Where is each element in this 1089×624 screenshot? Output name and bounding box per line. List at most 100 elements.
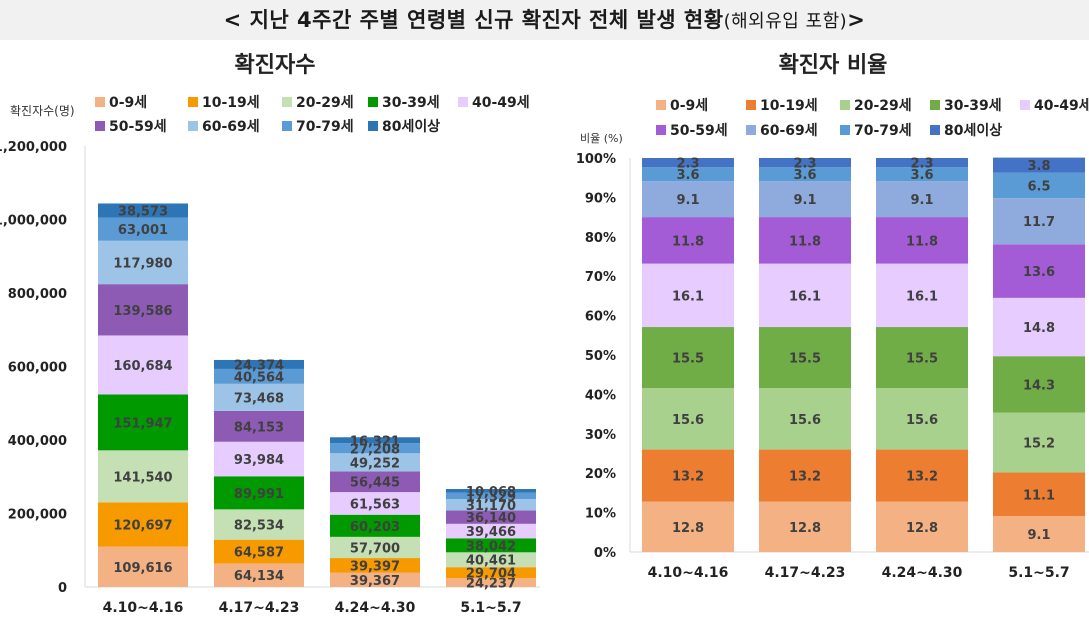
data-label-60-69-4-24-4-30: 9.1 bbox=[910, 193, 933, 208]
bar-50-59-4-24-4-30 bbox=[330, 471, 420, 493]
data-label-70-79-4-10-4-16: 63,001 bbox=[118, 223, 168, 238]
legend-swatch-50-59 bbox=[656, 125, 666, 135]
data-label-70-79-4-17-4-23: 3.6 bbox=[793, 168, 816, 183]
bar-50-59-5-1-5-7 bbox=[446, 510, 536, 524]
bar-10-19-5-1-5-7 bbox=[993, 472, 1085, 517]
legend-label-30-39: 30-39세 bbox=[944, 98, 1002, 114]
bar-20-29-4-10-4-16 bbox=[642, 388, 734, 450]
bar-50-59-4-24-4-30 bbox=[876, 217, 968, 264]
bar-10-19-4-17-4-23 bbox=[214, 539, 304, 564]
y-tick-label: 80% bbox=[585, 231, 616, 246]
data-label-60-69-5-1-5-7: 31,170 bbox=[466, 499, 516, 514]
y-axis-label: 확진자수(명) bbox=[10, 104, 75, 118]
legend-swatch-0-9 bbox=[656, 100, 666, 110]
y-tick-label: 50% bbox=[585, 349, 616, 364]
bar-70-79-4-24-4-30 bbox=[330, 443, 420, 454]
x-tick-label-4-17-4-23: 4.17~4.23 bbox=[765, 565, 846, 581]
legend-label-40-49: 40-49세 bbox=[472, 95, 530, 111]
data-label-10-19-4-24-4-30: 39,397 bbox=[350, 559, 400, 574]
data-label-30-39-5-1-5-7: 14.3 bbox=[1023, 378, 1055, 393]
bar-40-49-4-24-4-30 bbox=[330, 492, 420, 515]
bar-20-29-4-24-4-30 bbox=[876, 388, 968, 450]
bar-70-79-4-17-4-23 bbox=[214, 368, 304, 384]
bar-60-69-4-17-4-23 bbox=[759, 181, 851, 218]
legend-swatch-0-9 bbox=[95, 97, 105, 107]
y-tick-label: 60% bbox=[585, 310, 616, 325]
bar-10-19-4-10-4-16 bbox=[642, 449, 734, 502]
y-tick-label: 800,000 bbox=[8, 287, 67, 302]
chart-title: 확진자수 bbox=[235, 53, 316, 78]
bar-80plus-5-1-5-7 bbox=[446, 489, 536, 493]
data-label-10-19-5-1-5-7: 11.1 bbox=[1023, 488, 1055, 503]
bar-50-59-4-17-4-23 bbox=[759, 217, 851, 264]
data-label-80plus-4-10-4-16: 38,573 bbox=[118, 205, 168, 220]
data-label-0-9-4-10-4-16: 12.8 bbox=[672, 521, 704, 536]
bar-30-39-4-10-4-16 bbox=[98, 394, 188, 451]
bar-30-39-5-1-5-7 bbox=[446, 538, 536, 553]
legend-label-40-49: 40-49세 bbox=[1034, 98, 1089, 114]
data-label-40-49-5-1-5-7: 14.8 bbox=[1023, 321, 1055, 336]
x-tick-label-4-24-4-30: 4.24~4.30 bbox=[882, 565, 963, 581]
y-tick-label: 70% bbox=[585, 270, 616, 285]
data-label-10-19-4-10-4-16: 13.2 bbox=[672, 470, 704, 485]
data-label-50-59-4-17-4-23: 11.8 bbox=[789, 234, 821, 249]
legend-label-0-9: 0-9세 bbox=[109, 95, 147, 111]
bar-0-9-4-24-4-30 bbox=[330, 572, 420, 587]
data-label-40-49-5-1-5-7: 39,466 bbox=[466, 525, 516, 540]
bar-40-49-5-1-5-7 bbox=[993, 297, 1085, 357]
data-label-70-79-5-1-5-7: 17,329 bbox=[466, 490, 516, 505]
bar-50-59-4-10-4-16 bbox=[642, 217, 734, 264]
legend-label-80plus: 80세이상 bbox=[382, 118, 440, 135]
bar-80plus-4-24-4-30 bbox=[330, 437, 420, 444]
legend-label-10-19: 10-19세 bbox=[760, 98, 818, 114]
y-tick-label: 600,000 bbox=[8, 361, 67, 376]
data-label-60-69-4-10-4-16: 9.1 bbox=[676, 193, 699, 208]
bar-80plus-5-1-5-7 bbox=[993, 157, 1085, 173]
bar-30-39-4-24-4-30 bbox=[876, 327, 968, 389]
bar-10-19-4-10-4-16 bbox=[98, 502, 188, 547]
data-label-70-79-4-24-4-30: 3.6 bbox=[910, 168, 933, 183]
bar-50-59-4-17-4-23 bbox=[214, 410, 304, 442]
data-label-10-19-5-1-5-7: 29,704 bbox=[466, 567, 516, 582]
y-axis-label: 비율 (%) bbox=[580, 132, 623, 145]
bar-80plus-4-17-4-23 bbox=[214, 359, 304, 369]
legend-label-60-69: 60-69세 bbox=[202, 119, 260, 135]
legend-swatch-30-39 bbox=[930, 100, 940, 110]
x-tick-label-4-10-4-16: 4.10~4.16 bbox=[648, 565, 729, 581]
y-tick-label: 1,200,000 bbox=[0, 140, 67, 155]
legend-swatch-20-29 bbox=[840, 100, 850, 110]
bar-10-19-4-17-4-23 bbox=[759, 449, 851, 502]
page-title-main: < 지난 4주간 주별 연령별 신규 확진자 전체 발생 현황 bbox=[223, 8, 724, 32]
bar-40-49-4-17-4-23 bbox=[759, 263, 851, 328]
bar-0-9-4-17-4-23 bbox=[214, 563, 304, 587]
data-label-70-79-5-1-5-7: 6.5 bbox=[1027, 179, 1050, 194]
legend-label-0-9: 0-9세 bbox=[670, 98, 708, 114]
legend-swatch-20-29 bbox=[282, 97, 292, 107]
x-tick-label-5-1-5-7: 5.1~5.7 bbox=[460, 600, 521, 616]
data-label-0-9-4-17-4-23: 12.8 bbox=[789, 521, 821, 536]
data-label-20-29-4-17-4-23: 15.6 bbox=[789, 413, 821, 428]
bar-0-9-4-10-4-16 bbox=[642, 501, 734, 552]
data-label-20-29-5-1-5-7: 15.2 bbox=[1023, 436, 1055, 451]
data-label-0-9-4-10-4-16: 109,616 bbox=[113, 561, 172, 576]
y-tick-label: 20% bbox=[585, 467, 616, 482]
bar-70-79-5-1-5-7 bbox=[993, 172, 1085, 199]
bar-70-79-4-17-4-23 bbox=[759, 167, 851, 182]
data-label-80plus-4-10-4-16: 2.3 bbox=[676, 157, 699, 172]
title-bar bbox=[0, 0, 1089, 40]
data-label-50-59-4-24-4-30: 11.8 bbox=[906, 234, 938, 249]
data-label-50-59-4-10-4-16: 11.8 bbox=[672, 234, 704, 249]
legend-swatch-80plus bbox=[368, 121, 378, 131]
legend-swatch-40-49 bbox=[458, 97, 468, 107]
data-label-40-49-4-17-4-23: 16.1 bbox=[789, 289, 821, 304]
legend-label-10-19: 10-19세 bbox=[202, 95, 260, 111]
bar-30-39-4-17-4-23 bbox=[759, 327, 851, 389]
bar-20-29-4-17-4-23 bbox=[759, 388, 851, 450]
bar-30-39-4-10-4-16 bbox=[642, 327, 734, 389]
y-tick-label: 200,000 bbox=[8, 508, 67, 523]
ratio-chart-panel: 확진자 비율 비율 (%) 0-9세 10-19세 20-29세 30-39세 40-49세… bbox=[548, 40, 1089, 620]
data-label-30-39-4-10-4-16: 151,947 bbox=[113, 416, 172, 431]
data-label-20-29-4-17-4-23: 82,534 bbox=[234, 519, 284, 534]
legend-label-80plus: 80세이상 bbox=[944, 122, 1002, 139]
y-tick-label: 100% bbox=[576, 152, 616, 167]
